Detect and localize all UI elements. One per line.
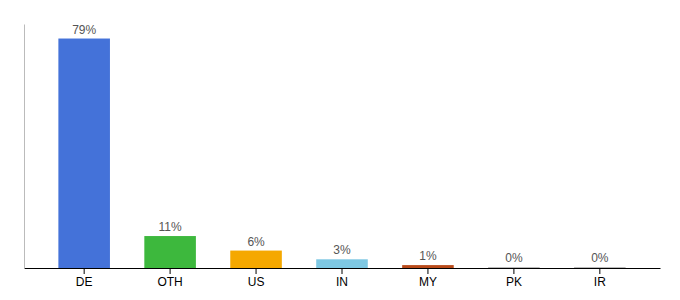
- plot-area: [58, 39, 625, 268]
- x-tick-mark: [84, 268, 85, 274]
- x-tick: DE: [76, 268, 93, 289]
- chart: DE OTH US IN MY PK IR 79% 11% 6% 3% 1% 0% 0%: [0, 0, 680, 300]
- x-axis: DE OTH US IN MY PK IR: [25, 268, 661, 289]
- x-tick-label: MY: [419, 275, 437, 289]
- x-tick-label: PK: [506, 275, 522, 289]
- data-labels: 79% 11% 6% 3% 1% 0% 0%: [72, 23, 609, 266]
- x-tick: OTH: [157, 268, 182, 289]
- x-tick-label: DE: [76, 275, 93, 289]
- bar: [574, 267, 626, 268]
- chart-container: DE OTH US IN MY PK IR 79% 11% 6% 3% 1% 0% 0%: [0, 0, 680, 300]
- x-tick-label: US: [248, 275, 265, 289]
- bar: [58, 39, 110, 268]
- bar: [488, 267, 540, 268]
- data-label: 1%: [419, 249, 437, 263]
- bar: [144, 236, 196, 268]
- x-tick: MY: [419, 268, 437, 289]
- data-label: 6%: [247, 235, 265, 249]
- bar: [316, 259, 368, 268]
- x-tick: PK: [506, 268, 522, 289]
- x-tick-label: OTH: [157, 275, 182, 289]
- data-label: 11%: [159, 220, 182, 234]
- x-tick-mark: [170, 268, 171, 274]
- x-tick: IN: [336, 268, 348, 289]
- x-tick-label: IR: [594, 275, 606, 289]
- x-tick-mark: [342, 268, 343, 274]
- x-tick-mark: [256, 268, 257, 274]
- data-label: 0%: [591, 251, 609, 265]
- bar: [402, 265, 454, 268]
- x-tick-mark: [513, 268, 514, 274]
- data-label: 0%: [505, 251, 523, 265]
- x-tick: IR: [594, 268, 606, 289]
- x-tick-mark: [599, 268, 600, 274]
- x-tick-label: IN: [336, 275, 348, 289]
- x-tick-mark: [427, 268, 428, 274]
- data-label: 79%: [72, 23, 96, 37]
- y-axis-line: [24, 25, 25, 269]
- y-axis: [24, 25, 25, 269]
- data-label: 3%: [333, 243, 351, 257]
- x-tick: US: [248, 268, 265, 289]
- bar: [230, 251, 282, 268]
